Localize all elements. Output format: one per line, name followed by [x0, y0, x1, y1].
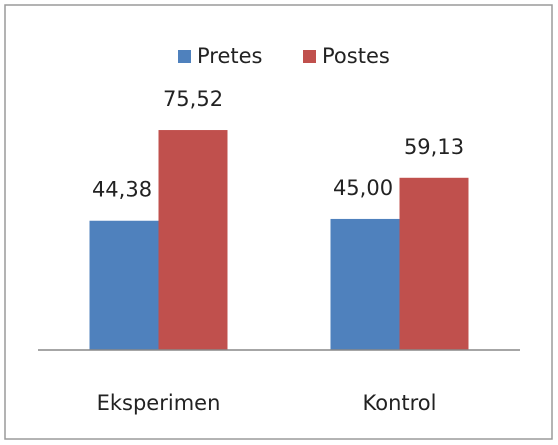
x-tick-label: Eksperimen [97, 391, 221, 415]
legend-label: Postes [322, 44, 390, 68]
data-label: 44,38 [92, 178, 152, 202]
legend-swatch [303, 50, 316, 63]
data-label: 59,13 [404, 135, 464, 159]
x-tick-label: Kontrol [363, 391, 437, 415]
bar [158, 130, 228, 350]
data-label: 45,00 [333, 176, 393, 200]
bar [89, 220, 159, 350]
bar [399, 177, 469, 350]
legend-swatch [178, 50, 191, 63]
legend-label: Pretes [197, 44, 262, 68]
chart-border [4, 4, 553, 440]
bar [330, 218, 400, 350]
data-label: 75,52 [163, 87, 223, 111]
